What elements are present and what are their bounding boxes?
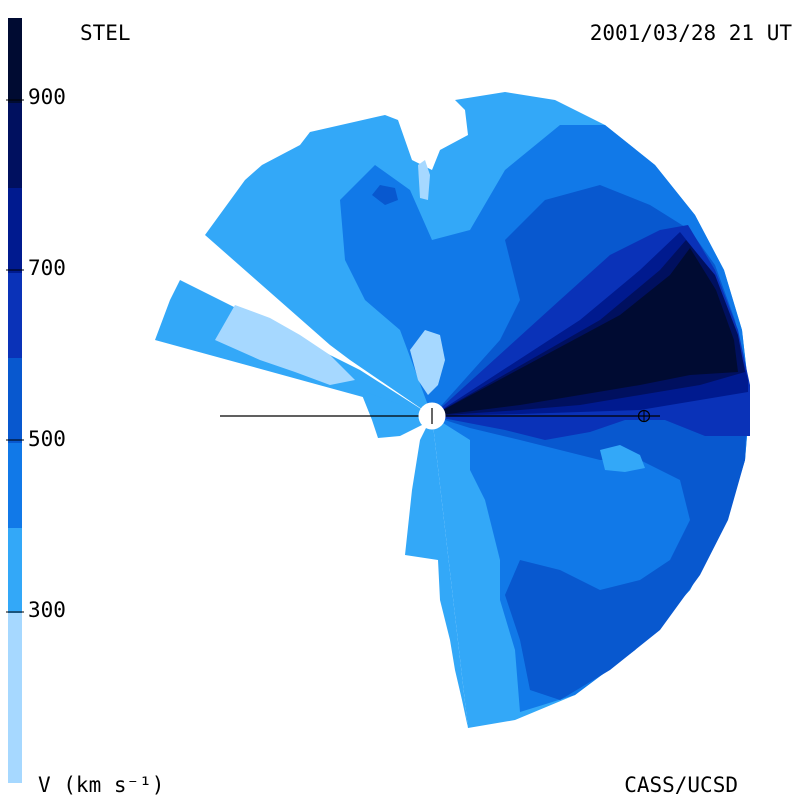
colorbar-band [8,613,22,783]
region-900-plus [432,248,738,416]
region-left-stub [360,390,432,438]
credit-label: CASS/UCSD [624,773,738,797]
patch-dark-top [372,185,398,205]
colorbar-band [8,443,22,528]
colorbar-band [8,273,22,358]
colorbar-band [8,358,22,443]
earth-symbol [637,409,651,423]
colorbar: 900 700 500 300 [6,18,66,783]
colorbar-band [8,528,22,613]
colorbar-band [8,103,22,188]
colorbar-tick-label: 700 [28,256,66,280]
colorbar-unit-label: V (km s⁻¹) [38,773,164,797]
patch-light [600,445,645,472]
colorbar-band [8,18,22,103]
patch-slow-top [418,160,430,200]
region-slow-patch [215,305,355,385]
model-label: STEL [80,21,131,45]
colorbar-tick-label: 500 [28,427,66,451]
colorbar-tick-label: 900 [28,85,66,109]
patch-slow-center [410,330,445,395]
velocity-field [155,92,750,728]
colorbar-band [8,188,22,273]
colorbar-tick-label: 300 [28,598,66,622]
timestamp-label: 2001/03/28 21 UT [590,21,793,45]
region-lower-stepped [405,416,468,728]
